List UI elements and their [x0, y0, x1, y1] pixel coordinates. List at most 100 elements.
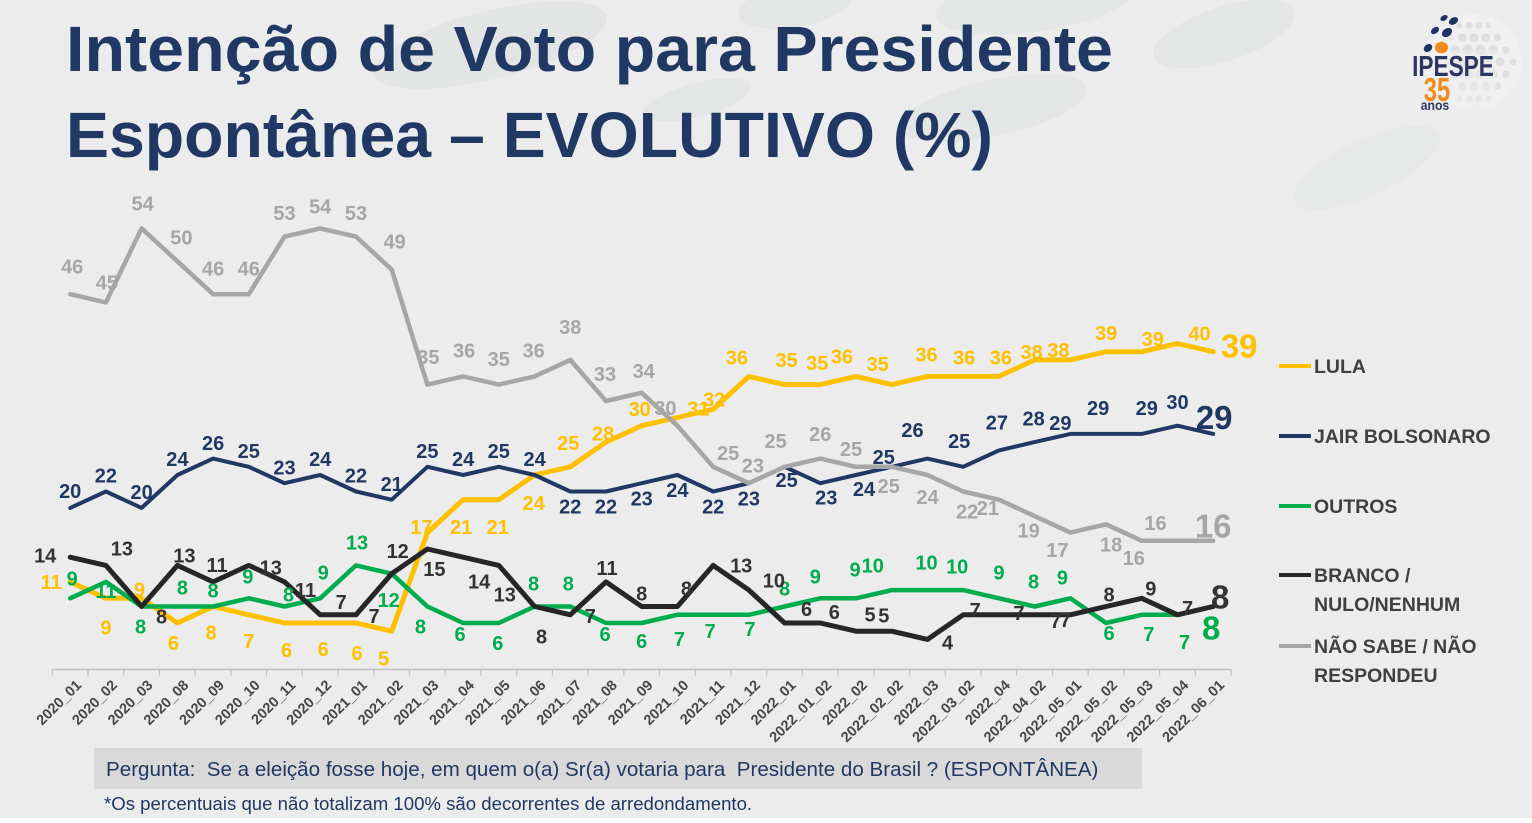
svg-text:17: 17 — [1046, 540, 1068, 562]
svg-text:Pergunta: Se a eleição fosse: Pergunta: Se a eleição fosse hoje, em qu… — [106, 758, 1098, 781]
svg-text:36: 36 — [453, 341, 475, 363]
svg-text:6: 6 — [492, 633, 503, 655]
svg-text:5: 5 — [378, 648, 389, 670]
svg-text:10: 10 — [763, 570, 785, 592]
svg-text:7: 7 — [1013, 603, 1024, 625]
svg-text:9: 9 — [1145, 579, 1156, 601]
svg-text:36: 36 — [915, 345, 937, 367]
svg-text:8: 8 — [636, 584, 647, 606]
svg-text:25: 25 — [416, 441, 438, 463]
svg-text:34: 34 — [633, 361, 656, 383]
svg-text:13: 13 — [111, 539, 133, 561]
svg-text:39: 39 — [1142, 329, 1164, 351]
svg-text:8: 8 — [779, 579, 790, 601]
svg-text:20: 20 — [59, 481, 81, 503]
svg-text:21: 21 — [381, 474, 403, 496]
svg-text:9: 9 — [1057, 568, 1068, 590]
svg-text:13: 13 — [260, 558, 282, 580]
svg-text:6: 6 — [281, 640, 292, 662]
svg-text:9: 9 — [67, 569, 78, 591]
svg-text:30: 30 — [629, 399, 651, 421]
svg-text:12: 12 — [378, 590, 400, 612]
svg-text:11: 11 — [596, 558, 617, 580]
svg-text:8: 8 — [135, 617, 146, 639]
svg-text:9: 9 — [318, 563, 329, 585]
svg-text:8: 8 — [563, 574, 574, 596]
svg-text:16: 16 — [1195, 508, 1232, 545]
svg-text:50: 50 — [170, 228, 192, 250]
svg-text:39: 39 — [1095, 323, 1117, 345]
svg-text:29: 29 — [1196, 399, 1233, 436]
svg-text:25: 25 — [764, 431, 786, 453]
svg-text:36: 36 — [522, 341, 544, 363]
svg-text:22: 22 — [702, 497, 724, 519]
svg-text:9: 9 — [134, 580, 145, 602]
svg-text:23: 23 — [742, 455, 764, 477]
svg-text:16: 16 — [1123, 548, 1145, 570]
svg-text:22: 22 — [595, 497, 617, 519]
svg-text:7: 7 — [336, 592, 347, 614]
svg-text:13: 13 — [494, 585, 516, 607]
svg-text:21: 21 — [487, 517, 509, 539]
svg-text:11: 11 — [295, 580, 316, 602]
svg-text:4: 4 — [942, 633, 954, 655]
svg-text:25: 25 — [948, 431, 970, 453]
svg-text:14: 14 — [468, 571, 491, 593]
svg-text:11: 11 — [95, 581, 116, 603]
svg-text:29: 29 — [1049, 413, 1071, 435]
svg-text:13: 13 — [346, 533, 368, 555]
svg-text:23: 23 — [815, 487, 837, 509]
svg-text:24: 24 — [309, 449, 332, 471]
svg-text:8: 8 — [1104, 585, 1115, 607]
svg-text:7: 7 — [744, 619, 755, 641]
svg-text:LULA: LULA — [1314, 356, 1366, 378]
svg-text:6: 6 — [351, 643, 362, 665]
svg-text:36: 36 — [726, 348, 748, 370]
svg-text:35: 35 — [417, 347, 439, 369]
svg-text:20: 20 — [130, 482, 152, 504]
svg-text:35: 35 — [867, 354, 889, 376]
svg-text:15: 15 — [423, 559, 445, 581]
svg-text:46: 46 — [202, 258, 224, 280]
svg-text:32: 32 — [703, 390, 725, 412]
svg-text:*Os percentuais que não totali: *Os percentuais que não totalizam 100% s… — [104, 793, 752, 814]
svg-text:8: 8 — [536, 627, 547, 649]
svg-text:46: 46 — [61, 256, 83, 278]
svg-text:6: 6 — [318, 639, 329, 661]
svg-text:5: 5 — [864, 604, 875, 626]
svg-text:25: 25 — [717, 443, 739, 465]
svg-text:8: 8 — [208, 581, 219, 603]
svg-text:6: 6 — [1104, 623, 1115, 645]
svg-text:21: 21 — [977, 498, 999, 520]
svg-text:8: 8 — [177, 578, 188, 600]
svg-text:8: 8 — [1202, 609, 1220, 646]
svg-text:6: 6 — [801, 599, 812, 621]
svg-text:10: 10 — [915, 552, 937, 574]
svg-text:10: 10 — [946, 556, 968, 578]
svg-text:27: 27 — [986, 413, 1008, 435]
svg-text:53: 53 — [273, 203, 295, 225]
svg-text:7: 7 — [1143, 624, 1154, 646]
svg-text:30: 30 — [1166, 392, 1188, 414]
svg-text:25: 25 — [775, 470, 797, 492]
svg-text:10: 10 — [862, 555, 884, 577]
svg-text:23: 23 — [631, 488, 653, 510]
svg-text:NÃO SABE / NÃO: NÃO SABE / NÃO — [1314, 635, 1477, 658]
svg-text:25: 25 — [878, 476, 900, 498]
svg-text:30: 30 — [654, 398, 676, 420]
svg-text:45: 45 — [96, 273, 118, 295]
svg-text:7: 7 — [674, 629, 685, 651]
svg-text:JAIR BOLSONARO: JAIR BOLSONARO — [1314, 426, 1491, 448]
svg-text:28: 28 — [592, 423, 614, 445]
svg-text:35: 35 — [806, 353, 828, 375]
svg-text:29: 29 — [1136, 398, 1158, 420]
svg-text:17: 17 — [410, 517, 432, 539]
svg-text:7: 7 — [970, 600, 981, 622]
svg-text:33: 33 — [594, 364, 616, 386]
svg-text:6: 6 — [829, 602, 840, 624]
svg-text:38: 38 — [1047, 340, 1069, 362]
svg-text:35: 35 — [775, 350, 797, 372]
svg-text:8: 8 — [528, 574, 539, 596]
svg-text:8: 8 — [415, 617, 426, 639]
svg-text:RESPONDEU: RESPONDEU — [1314, 665, 1438, 687]
